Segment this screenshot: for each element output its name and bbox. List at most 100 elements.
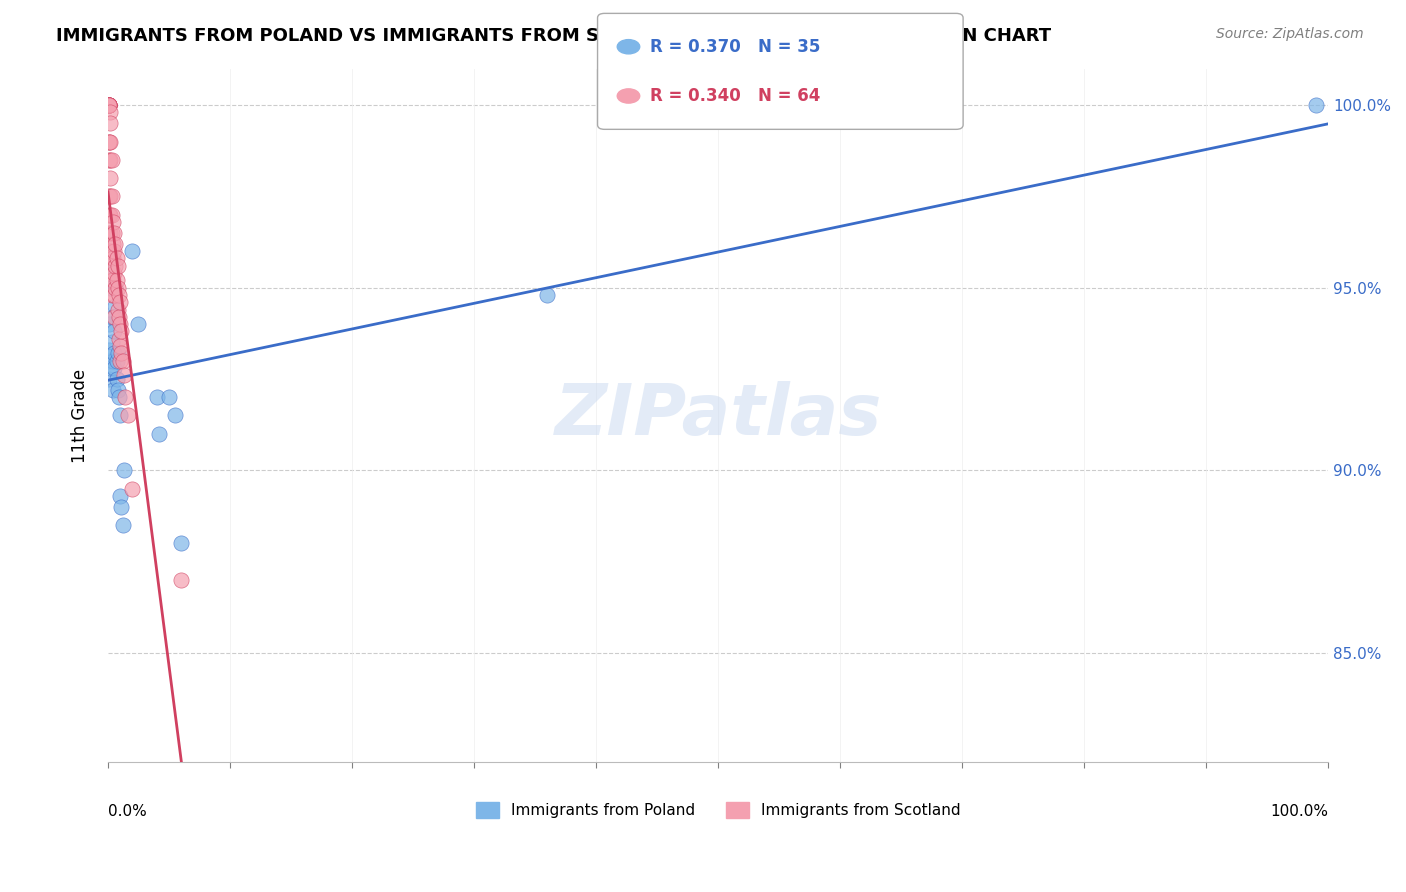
Text: 100.0%: 100.0% (1270, 804, 1329, 819)
Point (103, 244, 125, 259)
Point (112, 463, 135, 477)
Point (98, 98, 121, 112)
Point (100, 335, 122, 350)
Point (100, 244, 122, 259)
Point (117, 409, 139, 423)
Point (103, 288, 125, 302)
Point (100, 105, 122, 120)
Point (107, 302, 129, 317)
Point (98, 98, 121, 112)
Point (100, 208, 122, 222)
Point (101, 252, 124, 266)
Point (101, 236, 124, 251)
Point (170, 536, 193, 550)
Point (103, 266, 125, 280)
Point (110, 346, 132, 360)
Point (101, 273, 124, 287)
Point (114, 390, 136, 404)
Point (100, 361, 122, 376)
Point (103, 346, 125, 360)
Point (101, 353, 124, 368)
Point (146, 390, 169, 404)
Point (104, 259, 127, 273)
Point (105, 273, 128, 287)
Point (100, 208, 122, 222)
Point (107, 259, 129, 273)
Point (108, 317, 131, 331)
Point (1305, 98, 1327, 112)
Point (108, 409, 131, 423)
Point (100, 280, 122, 294)
Point (105, 372, 128, 386)
Point (148, 426, 170, 441)
Point (112, 368, 135, 383)
Text: R = 0.370   N = 35: R = 0.370 N = 35 (650, 37, 820, 55)
Point (98, 372, 121, 386)
Point (121, 482, 143, 496)
Point (108, 339, 131, 353)
Point (108, 390, 131, 404)
Point (104, 280, 127, 294)
Point (98, 343, 121, 357)
Point (103, 361, 125, 376)
Point (108, 295, 131, 310)
Point (110, 500, 132, 514)
Point (108, 310, 131, 324)
Text: R = 0.340   N = 64: R = 0.340 N = 64 (650, 87, 820, 105)
Point (98, 208, 121, 222)
Point (100, 189, 122, 203)
Text: Source: ZipAtlas.com: Source: ZipAtlas.com (1216, 27, 1364, 41)
Point (108, 353, 131, 368)
Point (98, 98, 121, 112)
Text: ZIPatlas: ZIPatlas (554, 381, 882, 450)
Point (104, 280, 127, 294)
Point (105, 353, 128, 368)
Point (111, 518, 134, 533)
Point (108, 288, 131, 302)
Legend: Immigrants from Poland, Immigrants from Scotland: Immigrants from Poland, Immigrants from … (470, 796, 966, 824)
Point (108, 332, 131, 346)
Point (98, 189, 121, 203)
Point (100, 252, 122, 266)
Point (111, 353, 134, 368)
Point (103, 226, 125, 240)
Point (100, 226, 122, 240)
Point (104, 236, 127, 251)
Point (100, 189, 122, 203)
Point (98, 244, 121, 259)
Point (98, 153, 121, 167)
Point (100, 226, 122, 240)
Point (100, 310, 122, 324)
Point (100, 153, 122, 167)
Point (128, 317, 150, 331)
Text: 0.0%: 0.0% (108, 804, 146, 819)
Point (98, 98, 121, 112)
Point (100, 288, 122, 302)
Text: IMMIGRANTS FROM POLAND VS IMMIGRANTS FROM SCOTLAND 11TH GRADE CORRELATION CHART: IMMIGRANTS FROM POLAND VS IMMIGRANTS FRO… (56, 27, 1052, 45)
Point (103, 310, 125, 324)
Point (104, 299, 127, 313)
Point (98, 317, 121, 331)
Point (100, 135, 122, 149)
Point (100, 171, 122, 186)
Point (98, 98, 121, 112)
Point (100, 116, 122, 130)
Point (100, 273, 122, 287)
Point (103, 325, 125, 339)
Point (110, 325, 132, 339)
Point (105, 252, 128, 266)
Point (157, 390, 180, 404)
Point (100, 262, 122, 277)
Y-axis label: 11th Grade: 11th Grade (72, 368, 89, 463)
Point (101, 215, 124, 229)
Point (108, 489, 131, 503)
Point (98, 98, 121, 112)
Point (98, 98, 121, 112)
Point (98, 98, 121, 112)
Point (98, 135, 121, 149)
Point (100, 153, 122, 167)
Point (100, 262, 122, 277)
Point (165, 409, 187, 423)
Point (536, 288, 558, 302)
Point (98, 226, 121, 240)
